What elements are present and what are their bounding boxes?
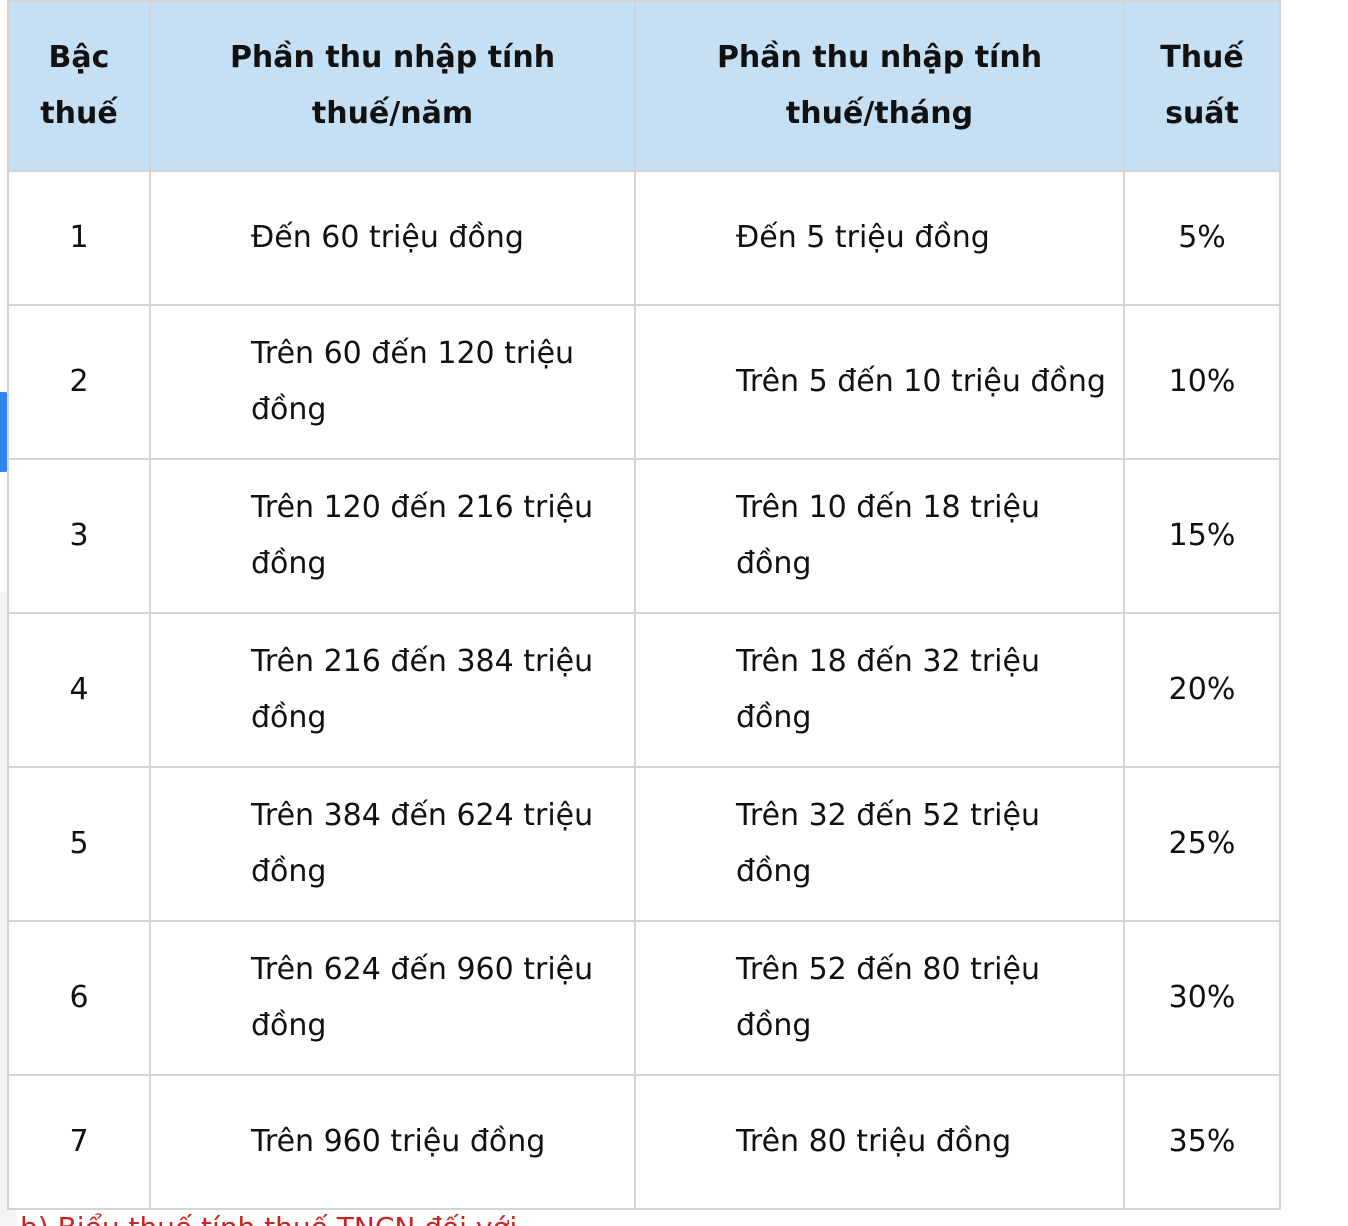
cell-rate: 25% — [1123, 766, 1281, 922]
cell-monthly: Trên 10 đến 18 triệu đồng — [634, 458, 1125, 614]
cell-rate: 35% — [1123, 1074, 1281, 1210]
table-row: 3 Trên 120 đến 216 triệu đồng Trên 10 đế… — [7, 458, 1281, 614]
table-row: 4 Trên 216 đến 384 triệu đồng Trên 18 đế… — [7, 612, 1281, 768]
header-rank: Bậc thuế — [7, 0, 151, 172]
cell-rank: 7 — [7, 1074, 151, 1210]
table-row: 7 Trên 960 triệu đồng Trên 80 triệu đồng… — [7, 1074, 1281, 1210]
header-annual-income: Phần thu nhập tính thuế/năm — [149, 0, 636, 172]
cell-rank: 6 — [7, 920, 151, 1076]
tax-table-container: Bậc thuế Phần thu nhập tính thuế/năm Phầ… — [7, 0, 1281, 1210]
cell-annual: Đến 60 triệu đồng — [149, 170, 636, 306]
table-row: 1 Đến 60 triệu đồng Đến 5 triệu đồng 5% — [7, 170, 1281, 306]
table-row: 6 Trên 624 đến 960 triệu đồng Trên 52 đế… — [7, 920, 1281, 1076]
cell-rate: 5% — [1123, 170, 1281, 306]
header-tax-rate: Thuế suất — [1123, 0, 1281, 172]
bottom-note-text: b) Biểu thuế tính thuế TNCN đối với — [20, 1208, 517, 1226]
cell-monthly: Đến 5 triệu đồng — [634, 170, 1125, 306]
cell-monthly: Trên 52 đến 80 triệu đồng — [634, 920, 1125, 1076]
table-header-row: Bậc thuế Phần thu nhập tính thuế/năm Phầ… — [7, 0, 1281, 172]
tax-rate-table: Bậc thuế Phần thu nhập tính thuế/năm Phầ… — [7, 0, 1281, 1210]
cell-rank: 2 — [7, 304, 151, 460]
table-row: 5 Trên 384 đến 624 triệu đồng Trên 32 đế… — [7, 766, 1281, 922]
cell-annual: Trên 120 đến 216 triệu đồng — [149, 458, 636, 614]
cell-annual: Trên 384 đến 624 triệu đồng — [149, 766, 636, 922]
cell-monthly: Trên 32 đến 52 triệu đồng — [634, 766, 1125, 922]
cell-monthly: Trên 18 đến 32 triệu đồng — [634, 612, 1125, 768]
cell-rank: 4 — [7, 612, 151, 768]
cell-rate: 15% — [1123, 458, 1281, 614]
cell-rate: 10% — [1123, 304, 1281, 460]
cell-rank: 1 — [7, 170, 151, 306]
cell-rank: 5 — [7, 766, 151, 922]
cell-annual: Trên 216 đến 384 triệu đồng — [149, 612, 636, 768]
cell-rate: 20% — [1123, 612, 1281, 768]
table-row: 2 Trên 60 đến 120 triệu đồng Trên 5 đến … — [7, 304, 1281, 460]
cell-annual: Trên 60 đến 120 triệu đồng — [149, 304, 636, 460]
cell-annual: Trên 624 đến 960 triệu đồng — [149, 920, 636, 1076]
cell-monthly: Trên 80 triệu đồng — [634, 1074, 1125, 1210]
cell-rate: 30% — [1123, 920, 1281, 1076]
cell-monthly: Trên 5 đến 10 triệu đồng — [634, 304, 1125, 460]
cell-rank: 3 — [7, 458, 151, 614]
cell-annual: Trên 960 triệu đồng — [149, 1074, 636, 1210]
header-monthly-income: Phần thu nhập tính thuế/tháng — [634, 0, 1125, 172]
